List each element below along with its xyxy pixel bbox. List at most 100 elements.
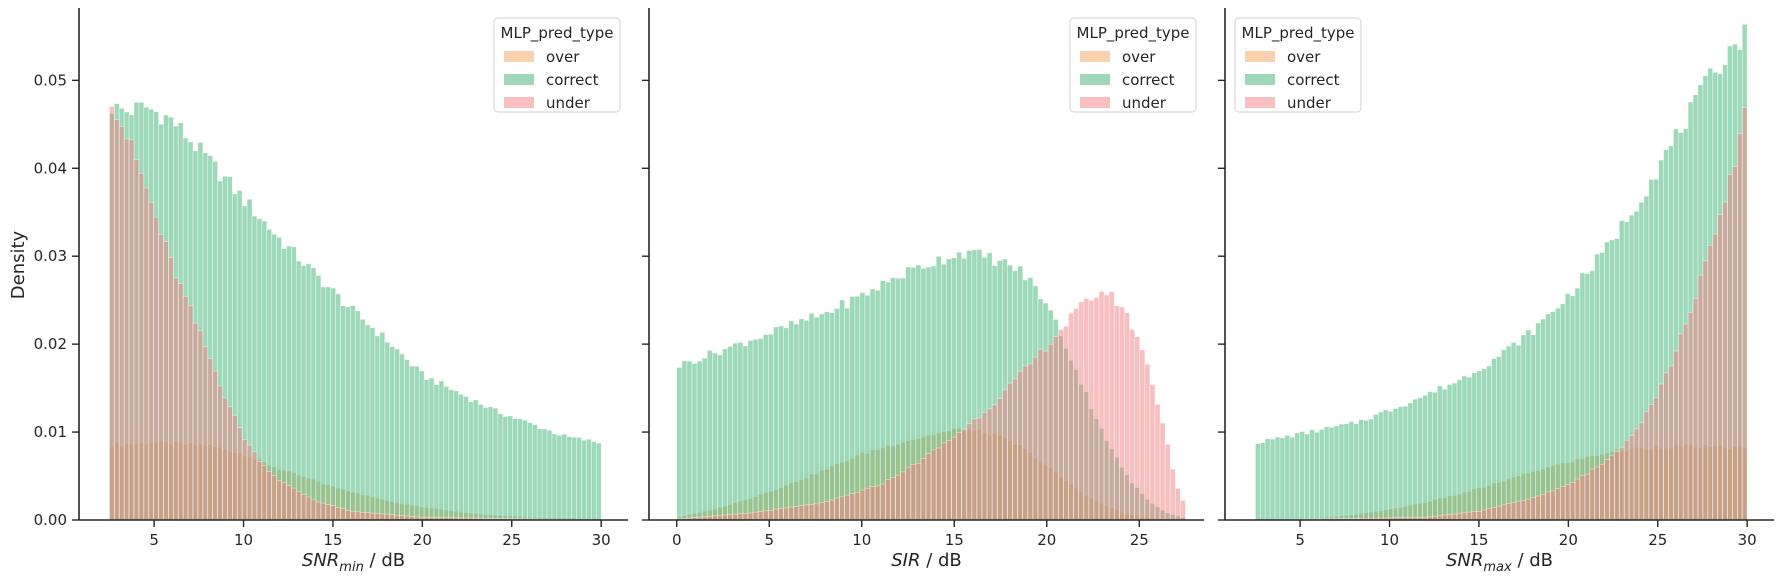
legend-box xyxy=(1234,17,1362,113)
bar-correct xyxy=(1289,436,1296,521)
bar-correct xyxy=(1446,384,1453,521)
legend-swatch-over xyxy=(504,51,534,62)
bar-correct xyxy=(369,327,376,521)
bar-under xyxy=(1525,498,1532,521)
bar-correct xyxy=(404,359,410,521)
bar-under xyxy=(1668,365,1674,521)
bar-under xyxy=(783,507,790,521)
bar-under xyxy=(227,406,233,521)
x-tick-label: 25 xyxy=(502,531,521,549)
bar-under xyxy=(991,404,998,521)
x-axis-label: SNRmax / dB xyxy=(1446,550,1553,575)
bar-under xyxy=(1144,363,1151,521)
bar-under xyxy=(844,494,851,521)
bar-correct xyxy=(325,286,332,521)
y-tick-label: 0.02 xyxy=(34,335,67,353)
bar-under xyxy=(1451,513,1458,521)
legend-swatch-under xyxy=(504,97,534,108)
bar-under xyxy=(256,460,263,521)
bar-correct xyxy=(1333,425,1340,521)
bar-correct xyxy=(1402,405,1409,521)
bar-under xyxy=(192,322,199,521)
bar-under xyxy=(732,513,739,521)
bar-correct xyxy=(1422,394,1428,521)
bar-correct xyxy=(330,287,336,521)
legend-label-over: over xyxy=(1122,48,1156,66)
bar-under xyxy=(910,464,917,521)
bar-under xyxy=(773,508,779,521)
bar-correct xyxy=(1323,426,1330,521)
bar-under xyxy=(1535,495,1541,521)
bar-under xyxy=(310,499,317,521)
bar-under xyxy=(330,505,336,521)
bar-correct xyxy=(783,327,790,521)
bar-under xyxy=(778,508,784,521)
bar-correct xyxy=(1456,379,1463,521)
bar-under xyxy=(128,139,135,521)
bar-correct xyxy=(869,288,876,521)
bar-under xyxy=(295,491,302,521)
bar-correct xyxy=(1417,397,1423,521)
bar-correct xyxy=(1368,418,1374,521)
bar-correct xyxy=(778,325,784,521)
bar-under xyxy=(163,241,169,521)
bar-under xyxy=(1027,363,1034,521)
bar-under xyxy=(1564,484,1571,521)
bar-under xyxy=(1614,451,1620,521)
bar-under xyxy=(839,496,845,521)
bar-under xyxy=(231,414,238,521)
bar-under xyxy=(207,358,214,521)
bar-correct xyxy=(1486,365,1492,521)
x-tick-label: 15 xyxy=(1469,531,1488,549)
bar-under xyxy=(1042,350,1049,521)
bar-under xyxy=(1574,478,1581,521)
bar-under xyxy=(1149,384,1156,521)
bar-correct xyxy=(359,318,366,521)
bar-correct xyxy=(335,293,341,521)
bar-correct xyxy=(681,360,688,521)
bar-under xyxy=(1653,397,1660,521)
bar-correct xyxy=(757,338,764,521)
bar-under xyxy=(1012,378,1018,521)
bar-correct xyxy=(762,334,769,521)
bar-correct xyxy=(1540,318,1546,521)
bar-correct xyxy=(1373,414,1379,521)
bar-under xyxy=(900,471,907,521)
bar-correct xyxy=(1255,443,1261,521)
bar-under xyxy=(874,485,881,521)
y-tick-label: 0.05 xyxy=(34,71,67,89)
legend-label-under: under xyxy=(546,94,591,112)
y-axis-label: Density xyxy=(8,230,29,299)
bar-under xyxy=(742,513,749,521)
bar-correct xyxy=(1259,442,1266,521)
legend-swatch-over xyxy=(1080,51,1110,62)
bar-correct xyxy=(793,323,800,521)
bar-under xyxy=(335,507,341,521)
bar-under xyxy=(1047,343,1054,521)
bar-correct xyxy=(1314,431,1320,521)
bar-under xyxy=(197,330,204,521)
bar-under xyxy=(1500,504,1507,521)
bar-correct xyxy=(315,275,322,521)
x-axis-label: SIR / dB xyxy=(891,550,962,571)
bar-under xyxy=(961,428,968,521)
bar-under xyxy=(1545,491,1551,521)
bar-under xyxy=(1692,298,1699,521)
bar-correct xyxy=(788,320,795,521)
bar-correct xyxy=(384,341,391,521)
bar-under xyxy=(1520,499,1527,521)
bar-under xyxy=(350,510,356,521)
bar-under xyxy=(818,502,825,521)
bar-under xyxy=(1154,404,1161,521)
legend-label-under: under xyxy=(1122,94,1167,112)
bar-correct xyxy=(561,433,568,521)
legend-title: MLP_pred_type xyxy=(1242,24,1355,43)
bar-under xyxy=(1530,497,1537,521)
bar-correct xyxy=(448,389,454,521)
x-tick-label: 10 xyxy=(1380,531,1399,549)
bar-correct xyxy=(1387,411,1394,521)
bar-under xyxy=(788,506,795,521)
bar-under xyxy=(1119,306,1125,521)
bar-correct xyxy=(1412,398,1419,521)
